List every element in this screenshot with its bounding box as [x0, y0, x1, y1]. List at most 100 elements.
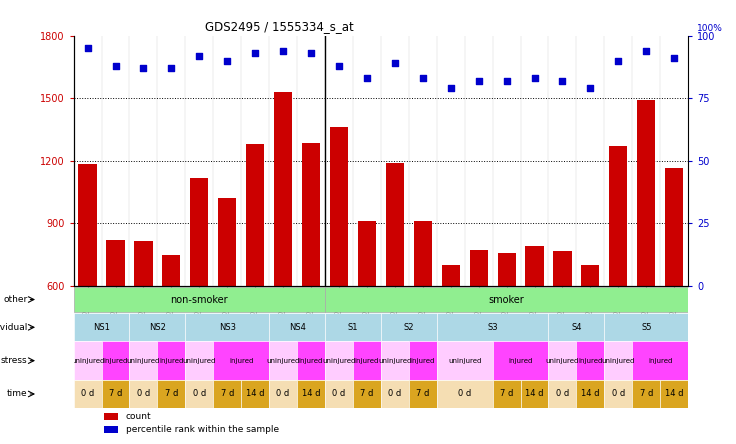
Point: [445, 84, 456, 91]
Text: time: time: [7, 389, 27, 399]
Bar: [185, 341, 213, 380]
Point: [417, 75, 428, 82]
Bar: [269, 341, 297, 380]
Bar: [520, 380, 548, 408]
Bar: [105, 426, 118, 433]
Text: injured: injured: [229, 358, 253, 364]
Text: 0 d: 0 d: [556, 389, 569, 399]
Bar: [414, 221, 432, 285]
Text: individual: individual: [0, 323, 27, 332]
Text: 0 d: 0 d: [388, 389, 401, 399]
Bar: [632, 380, 660, 408]
Bar: [325, 380, 353, 408]
Point: [305, 49, 317, 56]
Text: 7 d: 7 d: [640, 389, 653, 399]
Bar: [107, 240, 124, 285]
Text: 7 d: 7 d: [500, 389, 513, 399]
Bar: [660, 380, 688, 408]
Text: 14 d: 14 d: [665, 389, 684, 399]
Point: [333, 62, 345, 69]
Bar: [190, 178, 208, 285]
Text: NS4: NS4: [289, 323, 305, 332]
Point: [473, 77, 484, 84]
Text: uninjured: uninjured: [378, 358, 411, 364]
Bar: [553, 251, 572, 285]
Point: [110, 62, 121, 69]
Text: 14 d: 14 d: [246, 389, 264, 399]
Point: [528, 75, 540, 82]
Bar: [470, 250, 488, 285]
Bar: [526, 246, 544, 285]
Bar: [548, 313, 604, 341]
Bar: [604, 313, 688, 341]
Point: [82, 44, 93, 52]
Bar: [74, 341, 102, 380]
Text: S3: S3: [487, 323, 498, 332]
Text: other: other: [3, 295, 27, 304]
Bar: [665, 168, 683, 285]
Bar: [213, 341, 269, 380]
Point: [138, 64, 149, 71]
Bar: [325, 287, 688, 312]
Text: percentile rank within the sample: percentile rank within the sample: [126, 425, 279, 434]
Bar: [386, 163, 404, 285]
Bar: [436, 313, 548, 341]
Bar: [358, 221, 376, 285]
Point: [612, 57, 624, 64]
Bar: [609, 146, 627, 285]
Text: stress: stress: [1, 356, 27, 365]
Text: 14 d: 14 d: [302, 389, 320, 399]
Text: S4: S4: [571, 323, 581, 332]
Bar: [408, 380, 436, 408]
Text: injured: injured: [355, 358, 379, 364]
Bar: [548, 380, 576, 408]
Bar: [436, 380, 492, 408]
Text: 0 d: 0 d: [458, 389, 471, 399]
Bar: [102, 341, 130, 380]
Bar: [408, 341, 436, 380]
Text: 0 d: 0 d: [612, 389, 625, 399]
Point: [222, 57, 233, 64]
Point: [584, 84, 596, 91]
Text: uninjured: uninjured: [183, 358, 216, 364]
Text: NS2: NS2: [149, 323, 166, 332]
Text: smoker: smoker: [489, 294, 525, 305]
Text: injured: injured: [411, 358, 435, 364]
Text: S1: S1: [347, 323, 358, 332]
Text: 14 d: 14 d: [526, 389, 544, 399]
Bar: [353, 341, 381, 380]
Bar: [576, 380, 604, 408]
Text: non-smoker: non-smoker: [171, 294, 228, 305]
Text: injured: injured: [103, 358, 127, 364]
Text: uninjured: uninjured: [546, 358, 579, 364]
Bar: [492, 380, 520, 408]
Bar: [436, 341, 492, 380]
Bar: [381, 380, 408, 408]
Point: [194, 52, 205, 59]
Text: injured: injured: [578, 358, 603, 364]
Text: S2: S2: [403, 323, 414, 332]
Text: 7 d: 7 d: [416, 389, 430, 399]
Bar: [185, 380, 213, 408]
Bar: [130, 380, 158, 408]
Text: 0 d: 0 d: [277, 389, 290, 399]
Bar: [498, 254, 516, 285]
Point: [361, 75, 373, 82]
Bar: [213, 380, 241, 408]
Point: [640, 47, 652, 54]
Text: 100%: 100%: [698, 24, 723, 33]
Point: [556, 77, 568, 84]
Bar: [74, 380, 102, 408]
Bar: [274, 92, 292, 285]
Bar: [297, 380, 325, 408]
Text: GDS2495 / 1555334_s_at: GDS2495 / 1555334_s_at: [205, 20, 354, 33]
Bar: [130, 313, 185, 341]
Text: uninjured: uninjured: [127, 358, 160, 364]
Text: injured: injured: [509, 358, 533, 364]
Bar: [353, 380, 381, 408]
Text: 0 d: 0 d: [137, 389, 150, 399]
Bar: [442, 265, 460, 285]
Text: injured: injured: [299, 358, 323, 364]
Text: uninjured: uninjured: [71, 358, 105, 364]
Bar: [581, 265, 599, 285]
